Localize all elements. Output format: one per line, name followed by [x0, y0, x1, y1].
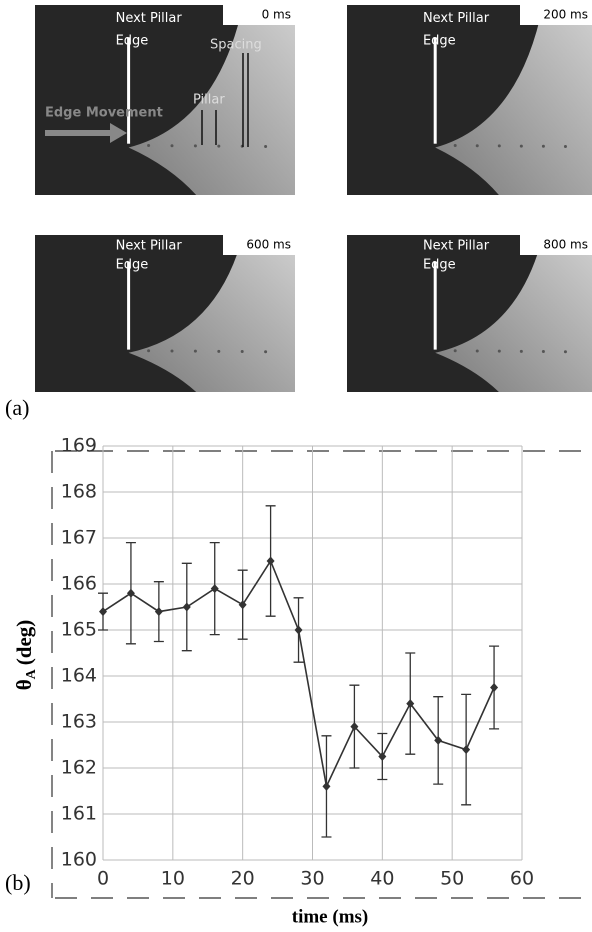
- pillar-dot: [193, 144, 197, 148]
- data-point: [322, 781, 331, 791]
- panel-label: (b): [5, 870, 31, 895]
- pillar-dot: [170, 144, 174, 148]
- annotation: Edge: [423, 257, 456, 272]
- data-point: [294, 625, 303, 635]
- liquid-wedge: [435, 235, 592, 392]
- y-label-symbol: θ: [12, 679, 36, 690]
- image-frame: Next Pillar Edge 600 ms: [35, 235, 295, 392]
- edge-marker: [433, 37, 437, 144]
- edge-marker: [433, 261, 437, 350]
- x-tick-label: 30: [300, 868, 324, 890]
- time-label: 600 ms: [246, 238, 291, 252]
- pillar-dot: [264, 145, 268, 148]
- y-tick-label: 169: [61, 435, 97, 457]
- pillar-dot: [170, 349, 174, 353]
- data-point: [462, 745, 471, 755]
- pillar-dot: [519, 144, 523, 148]
- y-tick-label: 167: [61, 527, 97, 549]
- panel-a: Next Pillar Edge 0 ms Spacing Pillar Edge Mov…: [35, 5, 592, 392]
- time-box: [223, 235, 295, 255]
- pillar-dot: [541, 350, 545, 354]
- panel-label: (a): [5, 395, 29, 420]
- data-point: [154, 607, 163, 617]
- image-frame: Next Pillar Edge 800 ms: [347, 235, 592, 392]
- data-point: [434, 735, 443, 745]
- y-tick-label: 163: [61, 711, 97, 733]
- panel-b: 160 161 162 163 164 165 166 167 168 169 0 10 20 30 40 5…: [61, 435, 534, 890]
- pillar-dot: [475, 144, 479, 148]
- image-frame: Next Pillar Edge 0 ms Spacing Pillar Edge Mov…: [35, 5, 295, 195]
- pillar-dot: [240, 350, 244, 354]
- time-box: [223, 5, 295, 25]
- pillar-dot: [453, 349, 457, 353]
- pillar-dot: [563, 145, 567, 148]
- y-label-subscript: A: [24, 668, 39, 679]
- y-axis-label: θA (deg): [12, 620, 39, 691]
- annotation: Pillar: [193, 93, 225, 108]
- pillar-dot: [264, 350, 268, 354]
- liquid-wedge: [435, 5, 592, 195]
- liquid-wedge: [128, 235, 295, 392]
- y-tick-label: 160: [61, 849, 97, 871]
- pillar-dot: [497, 144, 501, 148]
- data-point: [266, 556, 275, 566]
- y-tick-label: 168: [61, 481, 97, 503]
- x-tick-label: 10: [161, 868, 185, 890]
- time-label: 800 ms: [543, 238, 588, 252]
- annotation: Next Pillar: [423, 238, 490, 253]
- image-frame: Next Pillar Edge 200 ms: [347, 5, 592, 195]
- data-point: [99, 607, 107, 617]
- pillar-dot: [541, 144, 545, 148]
- liquid-wedge: [128, 5, 295, 195]
- x-tick-label: 50: [440, 868, 464, 890]
- time-box: [520, 235, 592, 255]
- data-point: [182, 602, 191, 612]
- x-tick-label: 60: [510, 868, 534, 890]
- annotation: Edge: [116, 257, 149, 272]
- pillar-dot: [453, 144, 457, 147]
- x-axis-label: time (ms): [292, 906, 369, 927]
- pillar-dot: [497, 349, 501, 353]
- annotation: Edge: [116, 34, 149, 49]
- pillar-dot: [147, 349, 151, 353]
- annotation: Edge Movement: [45, 106, 163, 121]
- edge-marker: [127, 261, 131, 350]
- edge-marker: [127, 37, 131, 144]
- pillar-dot: [193, 349, 197, 353]
- time-box: [520, 5, 592, 25]
- y-tick-label: 164: [61, 665, 97, 687]
- x-tick-label: 20: [231, 868, 255, 890]
- y-tick-label: 161: [61, 803, 97, 825]
- data-point: [406, 699, 415, 709]
- pillar-dot: [217, 349, 221, 353]
- y-tick-label: 166: [61, 573, 97, 595]
- annotation: Next Pillar: [116, 11, 183, 26]
- annotation: Next Pillar: [116, 238, 183, 253]
- annotation: Next Pillar: [423, 11, 490, 26]
- data-point: [126, 588, 135, 598]
- y-tick-label: 162: [61, 757, 97, 779]
- time-label: 0 ms: [262, 8, 291, 22]
- data-point: [350, 722, 359, 732]
- pillar-dot: [147, 144, 151, 147]
- data-line: [102, 559, 495, 790]
- pillar-dot: [519, 349, 523, 353]
- time-label: 200 ms: [543, 8, 588, 22]
- data-point: [238, 600, 247, 610]
- y-tick-label: 165: [61, 619, 97, 641]
- data-point: [490, 683, 499, 692]
- annotation: Spacing: [210, 38, 262, 53]
- x-tick-label: 0: [97, 868, 109, 890]
- pillar-dot: [475, 349, 479, 353]
- data-point: [210, 584, 219, 594]
- annotation: Edge: [423, 34, 456, 49]
- arrow: [45, 123, 127, 143]
- pillar-dot: [217, 144, 221, 148]
- pillar-dot: [563, 350, 567, 354]
- data-point: [378, 752, 387, 761]
- x-tick-label: 40: [370, 868, 394, 890]
- y-label-text: (deg): [12, 620, 36, 666]
